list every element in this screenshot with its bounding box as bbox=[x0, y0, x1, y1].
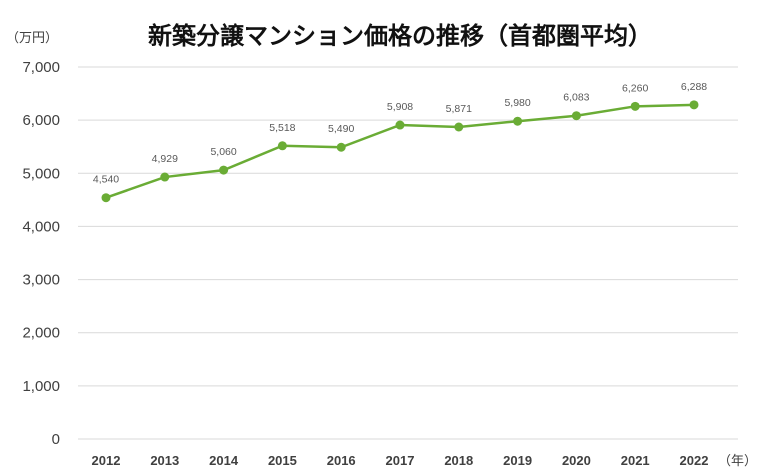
x-tick-label: 2016 bbox=[327, 453, 356, 468]
data-point bbox=[689, 100, 699, 110]
x-tick-label: 2012 bbox=[92, 453, 121, 468]
x-tick-label: 2013 bbox=[150, 453, 179, 468]
y-tick-label: 6,000 bbox=[22, 112, 60, 129]
data-point bbox=[513, 116, 523, 126]
chart-title: 新築分譲マンション価格の推移（首都圏平均） bbox=[148, 22, 652, 50]
data-label: 5,490 bbox=[328, 123, 354, 135]
x-tick-label: 2014 bbox=[209, 453, 239, 468]
x-axis-unit-label: （年） bbox=[718, 454, 757, 469]
y-tick-label: 3,000 bbox=[22, 272, 60, 289]
data-point bbox=[277, 141, 287, 151]
data-label: 4,540 bbox=[93, 174, 119, 186]
x-tick-label: 2021 bbox=[621, 453, 650, 468]
data-label: 5,980 bbox=[504, 97, 530, 109]
y-tick-label: 5,000 bbox=[22, 165, 60, 182]
data-label: 5,518 bbox=[269, 122, 295, 134]
data-point bbox=[160, 172, 170, 182]
data-point bbox=[630, 101, 640, 111]
data-point bbox=[571, 111, 581, 121]
y-axis-unit-label: （万円） bbox=[6, 31, 58, 46]
x-tick-label: 2019 bbox=[503, 453, 532, 468]
series-line bbox=[105, 103, 695, 199]
y-tick-label: 2,000 bbox=[22, 325, 60, 342]
y-tick-label: 4,000 bbox=[22, 218, 60, 235]
data-point bbox=[101, 193, 111, 203]
x-tick-label: 2020 bbox=[562, 453, 591, 468]
data-label: 5,060 bbox=[210, 146, 236, 158]
data-label: 6,083 bbox=[563, 92, 589, 104]
data-point bbox=[219, 165, 229, 175]
x-tick-label: 2022 bbox=[680, 453, 709, 468]
y-tick-label: 1,000 bbox=[22, 378, 60, 395]
data-label: 5,908 bbox=[387, 101, 413, 113]
y-tick-label: 7,000 bbox=[22, 59, 60, 76]
data-point bbox=[395, 120, 405, 130]
x-tick-label: 2017 bbox=[386, 453, 415, 468]
data-label: 6,288 bbox=[681, 81, 707, 93]
data-point bbox=[454, 122, 464, 132]
data-label: 6,260 bbox=[622, 82, 648, 94]
x-tick-label: 2018 bbox=[444, 453, 473, 468]
x-tick-label: 2015 bbox=[268, 453, 297, 468]
data-point bbox=[336, 142, 346, 152]
y-tick-label: 0 bbox=[52, 431, 60, 448]
data-label: 4,929 bbox=[152, 153, 178, 165]
data-label: 5,871 bbox=[446, 103, 472, 115]
